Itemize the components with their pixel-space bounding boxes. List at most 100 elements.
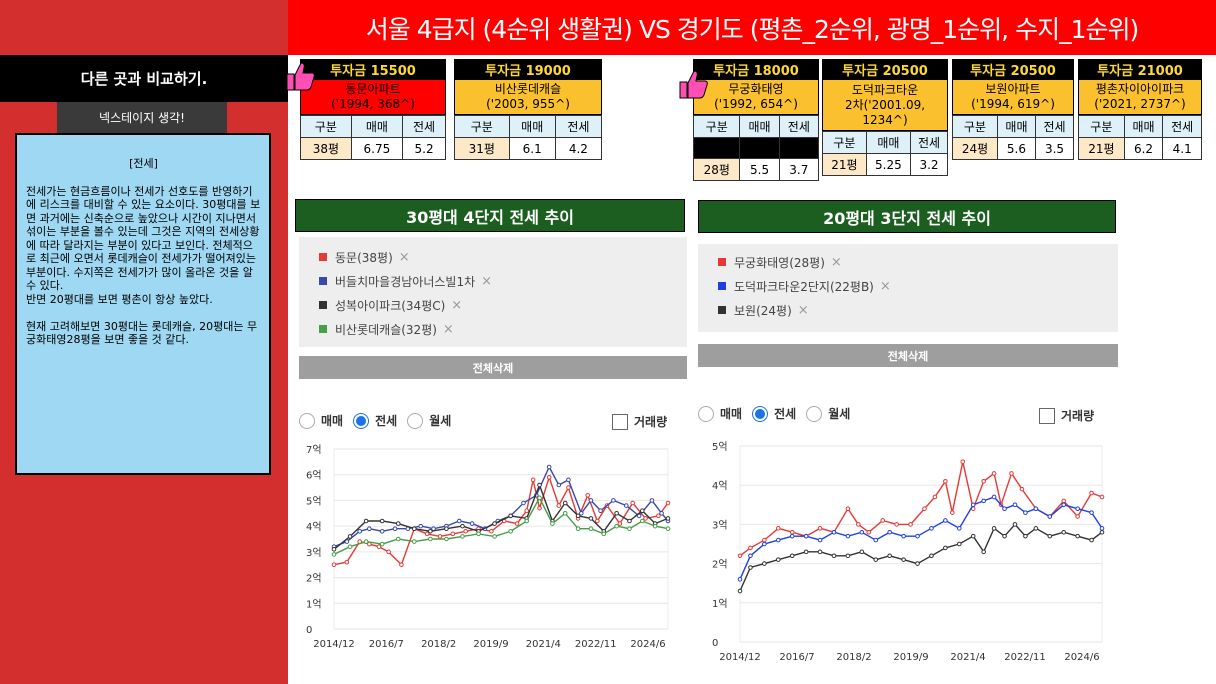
remove-icon[interactable]: × [398, 249, 410, 265]
data-point [845, 533, 851, 539]
series-swatch [718, 282, 726, 290]
price-table: 구분 매매 전세 21평 6.2 4.1 [1078, 115, 1202, 160]
x-tick-label: 2024/6 [630, 639, 665, 650]
data-point [588, 498, 594, 503]
price-table: 구분 매매 전세 28평 5.5 3.7 [692, 115, 820, 181]
data-point [817, 526, 823, 531]
data-point [1009, 471, 1014, 476]
checkbox-box [1039, 407, 1055, 424]
data-point [817, 549, 823, 555]
data-point [508, 528, 513, 534]
data-point [521, 500, 526, 506]
data-point [880, 518, 886, 523]
remove-icon[interactable]: × [830, 254, 842, 270]
legend-item[interactable]: 무궁화태영(28평) × [698, 250, 1118, 274]
volume-checkbox[interactable]: 거래량 [1039, 407, 1094, 424]
remove-icon[interactable]: × [451, 297, 463, 313]
y-tick-label: 5억 [306, 495, 322, 507]
data-point [595, 518, 600, 524]
data-point [601, 531, 607, 537]
plot-area [333, 448, 669, 630]
radio-monthly[interactable]: 월세 [806, 405, 850, 422]
radio-label: 매매 [321, 414, 344, 428]
data-point [775, 537, 781, 543]
thumbs-up-icon [286, 62, 315, 91]
data-point [1012, 502, 1018, 508]
data-point [623, 503, 629, 508]
data-point [1019, 486, 1025, 492]
radio-circle [353, 412, 370, 429]
data-point [588, 526, 594, 532]
data-point [399, 562, 404, 568]
x-tick-label: 2014/12 [719, 652, 761, 663]
delete-all-button[interactable]: 전체삭제 [698, 344, 1118, 367]
data-point [614, 510, 619, 516]
radio-jeonse[interactable]: 전세 [353, 412, 397, 429]
apartment-card-dodeok: 투자금 20500 도덕파크타운 2차('2001.09, 1234^) 구분 매… [822, 59, 948, 176]
data-point [537, 505, 542, 511]
type-radio-group: 매매 전세 월세 [698, 405, 860, 422]
legend-item[interactable]: 버들치마을경남아너스빌1차 × [299, 269, 687, 293]
x-tick-label: 2014/12 [313, 639, 355, 650]
data-point [901, 533, 906, 539]
data-point [537, 495, 542, 501]
data-point [887, 529, 892, 535]
data-point [460, 534, 465, 539]
checkbox-label: 거래량 [1061, 409, 1095, 423]
remove-icon[interactable]: × [481, 273, 493, 289]
series-swatch [319, 277, 327, 285]
data-point [981, 549, 986, 555]
data-point [943, 545, 948, 551]
data-point [379, 528, 385, 534]
data-point [331, 546, 337, 552]
sale-cell: 5.5 [739, 158, 780, 181]
radio-sale[interactable]: 매매 [299, 412, 343, 429]
data-point [831, 529, 837, 535]
sale-cell: 5.6 [996, 137, 1036, 160]
col-header: 구분 [300, 115, 352, 138]
data-point [956, 526, 962, 531]
col-header: 전세 [910, 131, 948, 154]
volume-checkbox[interactable]: 거래량 [612, 413, 667, 430]
radio-sale[interactable]: 매매 [698, 405, 742, 422]
data-point [665, 500, 671, 506]
remove-icon[interactable]: × [797, 302, 809, 318]
legend-item[interactable]: 동문(38평) × [299, 245, 687, 269]
legend-item[interactable]: 성복아이파크(34평C) × [299, 293, 687, 317]
radio-jeonse[interactable]: 전세 [752, 405, 796, 422]
radio-circle [698, 405, 714, 422]
pyeong-cell: 38평 [300, 137, 352, 160]
investment-price: 투자금 18000 [693, 59, 819, 79]
legend-item[interactable]: 비산롯데캐슬(32평) × [299, 317, 687, 341]
data-point [556, 503, 562, 508]
legend-item[interactable]: 도덕파크타운2단지(22평B) × [698, 274, 1118, 298]
checkbox-box [612, 413, 628, 430]
data-point [737, 588, 743, 594]
checkbox-label: 거래량 [634, 415, 668, 429]
apartment-card-dongmun: 투자금 15500 동문아파트 ('1994, 368^) 구분 매매 전세 38평… [300, 59, 446, 160]
data-point [929, 553, 934, 559]
radio-monthly[interactable]: 월세 [407, 412, 451, 429]
apartment-name-line2: ('1992, 654^) [714, 97, 798, 111]
x-tick-label: 2018/2 [421, 639, 456, 650]
data-point [1033, 506, 1039, 512]
data-point [656, 513, 661, 519]
jeonse-cell: 4.1 [1162, 137, 1202, 160]
page-title: 서울 4급지 (4순위 생활권) VS 경기도 (평촌_2순위, 광명_1순위,… [288, 0, 1216, 55]
data-point [395, 536, 401, 542]
y-tick-label: 1억 [712, 598, 728, 610]
memo-title: [전세] [129, 157, 158, 170]
data-point [640, 508, 645, 514]
section-title-30py: 30평대 4단지 전세 추이 [295, 199, 685, 232]
data-point [652, 523, 658, 529]
remove-icon[interactable]: × [879, 278, 891, 294]
col-header: 전세 [554, 115, 603, 138]
investment-price: 투자금 19000 [454, 59, 602, 79]
legend-label: 도덕파크타운2단지(22평B) [734, 279, 874, 294]
delete-all-button[interactable]: 전체삭제 [299, 356, 687, 379]
series-swatch [319, 325, 327, 333]
remove-icon[interactable]: × [442, 321, 454, 337]
radio-circle [407, 412, 424, 429]
legend-item[interactable]: 보원(24평) × [698, 298, 1118, 322]
radio-label: 매매 [720, 407, 743, 421]
